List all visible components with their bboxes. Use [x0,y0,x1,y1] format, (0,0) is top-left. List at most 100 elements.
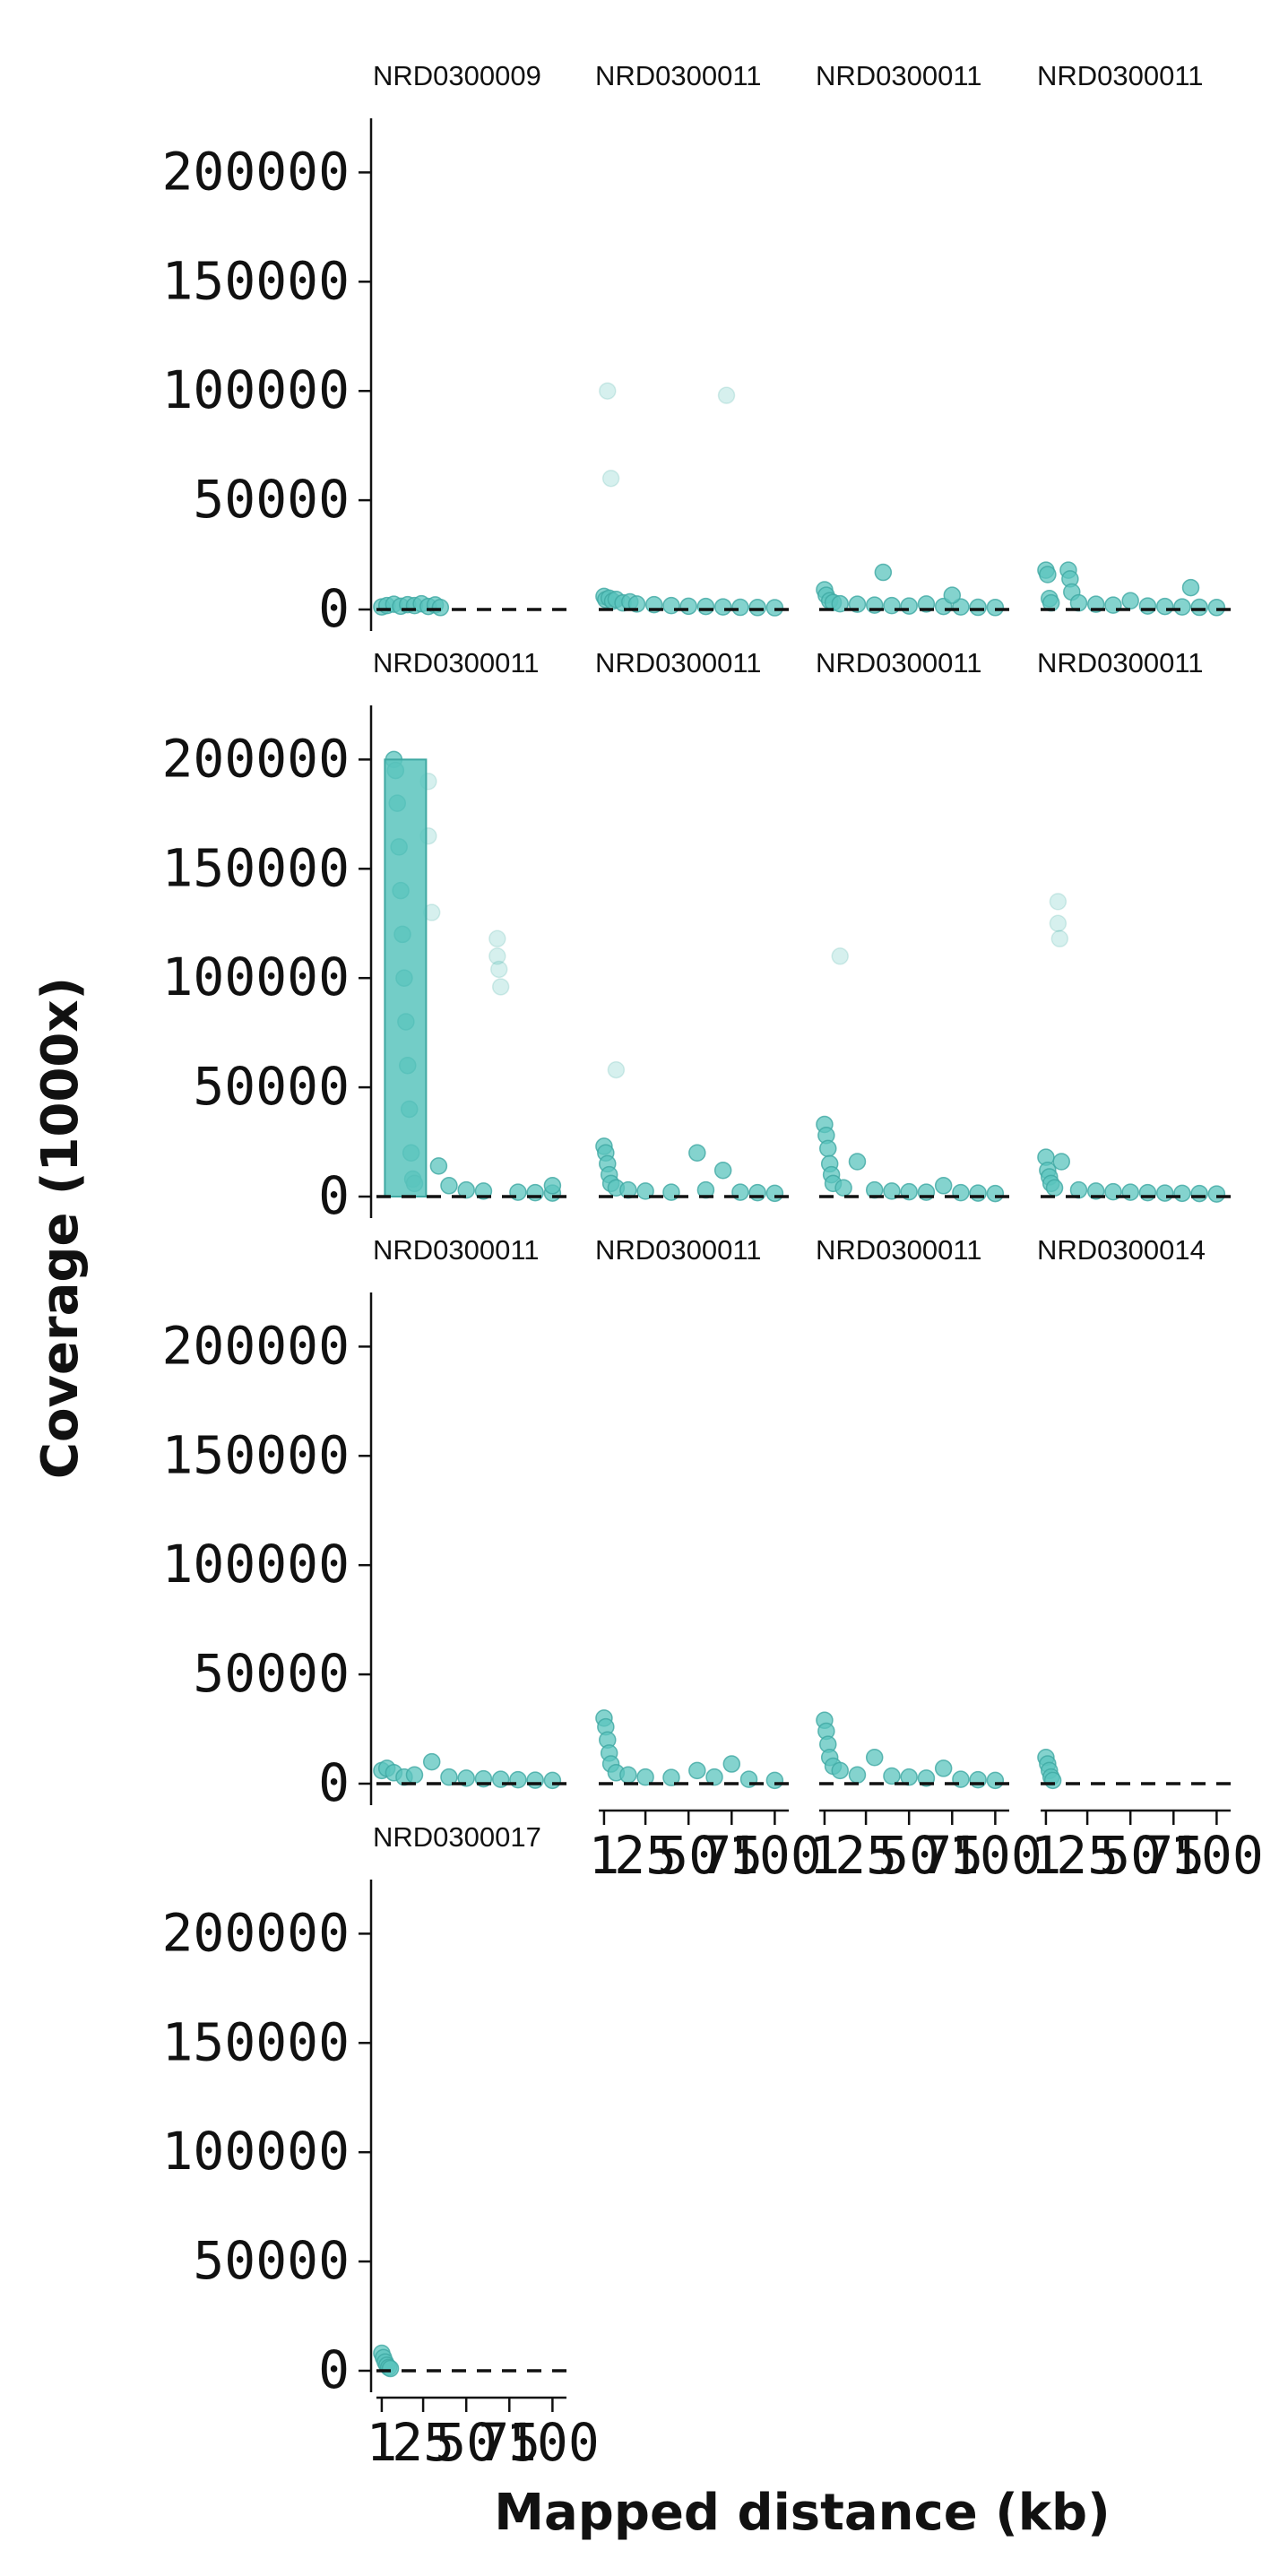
dense-point-cluster [384,758,428,1198]
facet-panel: NRD0300009 0 50000 100000 150000 200000 [161,60,568,639]
data-point [1190,1184,1208,1203]
data-point [1181,578,1200,597]
x-tick-label: 75 [921,1825,983,1886]
data-point [1039,566,1057,583]
y-tick-label: 0 [318,2339,350,2400]
data-point [1173,598,1191,616]
data-point [688,1144,706,1162]
data-point [1052,1153,1070,1171]
facet-title: NRD0300011 [816,647,982,679]
data-point [488,947,506,965]
facet-title: NRD0300014 [1037,1234,1206,1266]
x-tick-label: 25 [614,1825,677,1886]
data-point [883,1767,901,1785]
data-point [986,1771,1005,1790]
data-point [848,1153,867,1171]
data-point [986,599,1005,617]
data-point [969,598,987,617]
x-tick-label: 75 [478,2412,540,2473]
facet-panel: NRD0300011 [816,647,1011,1203]
data-point [457,1180,475,1199]
data-point [731,598,749,617]
y-tick-label: 150000 [161,2011,350,2072]
facet-title: NRD0300017 [373,1821,541,1853]
facet-panel: NRD0300011 [816,60,1011,617]
facet-title: NRD0300011 [1037,60,1204,91]
data-point [1155,1184,1174,1202]
x-tick-label: 1 [1030,1825,1061,1886]
x-tick-label: 100 [1170,1825,1264,1886]
data-point [705,1768,723,1786]
facet-title: NRD0300011 [595,60,762,91]
x-tick-label: 50 [657,1825,720,1886]
x-tick-label: 50 [877,1825,940,1886]
facet-title: NRD0300011 [595,1234,762,1266]
data-point [986,1184,1005,1203]
y-tick-label: 100000 [161,947,350,1007]
data-point [900,1768,918,1786]
facet-title: NRD0300009 [373,60,541,91]
x-tick-label: 50 [435,2412,497,2473]
data-point [865,1748,884,1767]
data-point [440,1177,458,1195]
facet-panel: NRD0300017 0 50000 100000 150000 200000 125507… [161,1821,599,2473]
x-tick-label: 100 [728,1825,822,1886]
data-point [1045,1179,1064,1197]
x-tick-label: 25 [392,2412,454,2473]
data-point [765,1771,784,1790]
data-point [1043,1771,1062,1790]
data-point [765,599,784,617]
y-tick-label: 200000 [161,1902,350,1963]
x-tick-label: 75 [700,1825,763,1886]
data-point [619,1766,637,1784]
data-point [934,1759,953,1777]
x-tick-label: 1 [366,2412,397,2473]
facet-title: NRD0300011 [816,60,982,91]
data-point [509,1770,527,1789]
facet-title: NRD0300011 [816,1234,982,1266]
data-point [607,1060,626,1079]
data-point [1050,929,1069,948]
data-point [526,1771,544,1789]
facet-panel: NRD0300011 [595,647,791,1203]
data-point [834,1179,852,1197]
data-point [1049,893,1068,911]
x-tick-label: 25 [1056,1825,1119,1886]
y-tick-label: 0 [318,1752,350,1813]
y-tick-label: 100000 [161,1534,350,1595]
data-point [599,382,617,400]
facet-title: NRD0300011 [373,1234,540,1266]
data-point [969,1184,987,1202]
data-point [662,1768,680,1786]
y-axis-title: Coverage (1000x) [31,977,90,1479]
data-point [429,1157,448,1175]
data-point [748,1183,766,1202]
data-point [601,469,620,488]
y-tick-label: 200000 [161,728,350,789]
data-point [717,386,736,404]
y-tick-label: 200000 [161,141,350,202]
data-point [405,1766,424,1784]
data-point [943,586,962,604]
x-tick-label: 75 [1142,1825,1205,1886]
data-point [765,1184,784,1203]
data-point [491,978,510,996]
data-point [952,1183,970,1202]
data-point [831,594,849,613]
data-point [831,1761,849,1780]
y-tick-label: 0 [318,1165,350,1226]
x-tick-label: 50 [1099,1825,1162,1886]
x-tick-label: 100 [506,2412,600,2473]
panels-layer: NRD0300009 0 50000 100000 150000 200000 NRD030… [161,60,1263,2473]
data-point [874,563,893,582]
x-tick-label: 25 [834,1825,897,1886]
data-point [1138,1183,1157,1202]
y-tick-label: 50000 [193,469,350,530]
data-point [543,1177,562,1195]
data-point [1190,598,1208,617]
x-axis-title: Mapped distance (kb) [494,2484,1110,2542]
data-point [526,1183,544,1202]
